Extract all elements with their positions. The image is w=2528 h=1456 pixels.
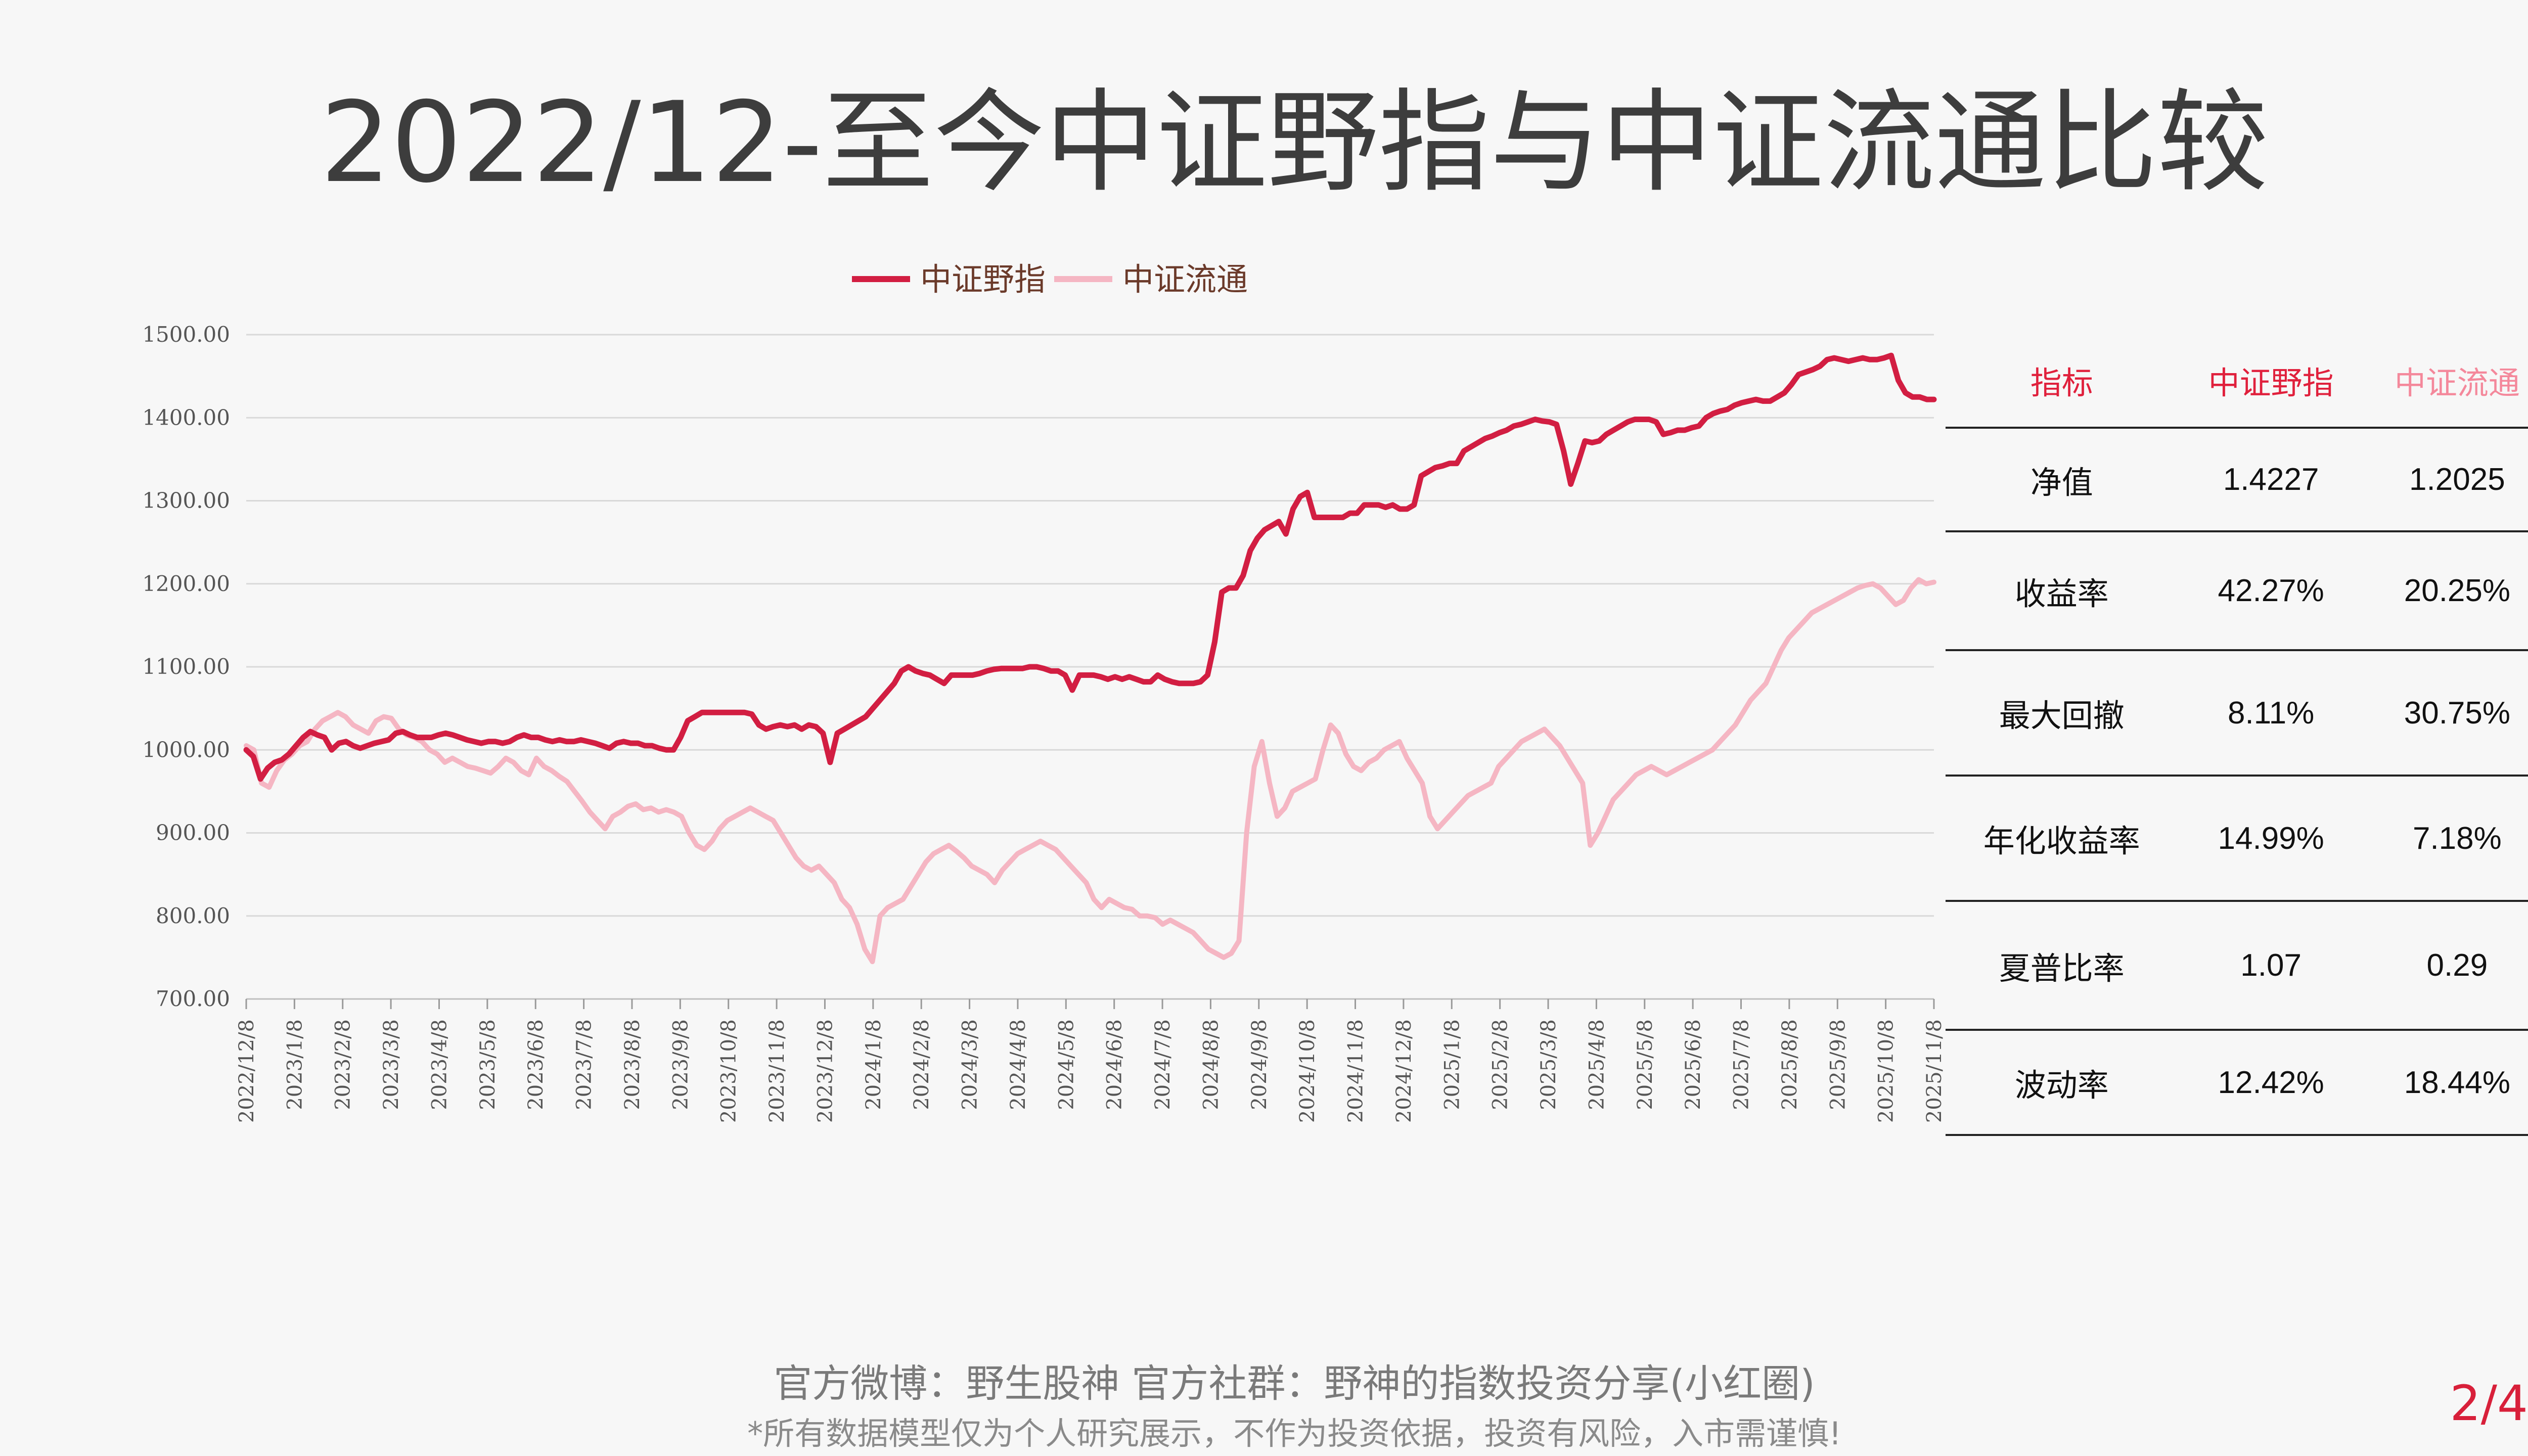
stats-table: 指标 中证野指 中证流通 净值 1.4227 1.2025 收益率 42.27% 20.2… <box>1946 334 2528 1136</box>
table-row: 净值 1.4227 1.2025 <box>1946 428 2528 532</box>
table-cell-value: 18.44% <box>2364 1030 2528 1136</box>
x-tick-label: 2023/5/8 <box>476 1019 500 1110</box>
table-cell-value: 30.75% <box>2364 650 2528 777</box>
line-chart: 1500.00 1400.00 1300.00 1200.00 1100.00 1000.… <box>142 261 1946 1123</box>
table-metric-label: 收益率 <box>1946 531 2178 651</box>
x-tick-label: 2023/6/8 <box>524 1019 548 1110</box>
y-tick-label: 800.00 <box>156 903 230 928</box>
series-line-2 <box>244 577 1936 965</box>
x-tick-label: 2024/10/8 <box>1296 1019 1319 1123</box>
x-tick-label: 2023/3/8 <box>380 1019 403 1110</box>
x-tick-label: 2025/7/8 <box>1730 1019 1753 1110</box>
x-tick-label: 2024/2/8 <box>910 1019 933 1110</box>
x-tick-label: 2023/8/8 <box>621 1019 644 1110</box>
x-tick-label: 2024/9/8 <box>1248 1019 1271 1110</box>
x-tick-label: 2024/7/8 <box>1151 1019 1175 1110</box>
x-tick-label: 2024/3/8 <box>959 1019 982 1110</box>
x-tick-label: 2024/5/8 <box>1055 1019 1078 1110</box>
series-layer <box>243 352 1937 965</box>
x-tick-label: 2025/10/8 <box>1875 1019 1898 1123</box>
x-tick-label: 2025/2/8 <box>1489 1019 1512 1110</box>
table-header-metric: 指标 <box>1946 334 2178 429</box>
legend: 中证野指 中证流通 <box>852 261 1248 298</box>
table-cell-value: 42.27% <box>2178 531 2364 651</box>
x-tick-label: 2025/6/8 <box>1682 1019 1705 1110</box>
table-row: 最大回撤 8.11% 30.75% <box>1946 650 2528 777</box>
table-cell-value: 12.42% <box>2178 1030 2364 1136</box>
table-header-row: 指标 中证野指 中证流通 <box>1946 334 2528 429</box>
x-tick-label: 2025/8/8 <box>1778 1019 1801 1110</box>
x-tick-label: 2025/5/8 <box>1634 1019 1657 1110</box>
legend-label-1: 中证野指 <box>920 261 1046 298</box>
table-row: 波动率 12.42% 18.44% <box>1946 1030 2528 1136</box>
y-tick-label: 900.00 <box>156 821 230 845</box>
page-title: 2022/12-至今中证野指与中证流通比较 <box>320 78 2269 207</box>
x-tick-label: 2025/4/8 <box>1585 1019 1608 1110</box>
y-tick-label: 1100.00 <box>142 654 230 679</box>
table-row: 收益率 42.27% 20.25% <box>1946 531 2528 651</box>
table-cell-value: 14.99% <box>2178 776 2364 902</box>
legend-label-2: 中证流通 <box>1122 261 1248 298</box>
table-metric-label: 净值 <box>1946 428 2178 532</box>
y-tick-label: 700.00 <box>156 986 230 1011</box>
x-tick-label: 2024/1/8 <box>862 1019 885 1110</box>
table-header-series1: 中证野指 <box>2178 334 2364 429</box>
y-tick-label: 1400.00 <box>142 405 230 430</box>
x-tick-label: 2023/12/8 <box>814 1019 837 1123</box>
x-tick-label: 2025/11/8 <box>1923 1019 1946 1123</box>
table-row: 年化收益率 14.99% 7.18% <box>1946 776 2528 902</box>
table-row: 夏普比率 1.07 0.29 <box>1946 901 2528 1031</box>
table-cell-value: 7.18% <box>2364 776 2528 902</box>
x-tick-label: 2024/12/8 <box>1392 1019 1416 1123</box>
x-tick-label: 2024/4/8 <box>1007 1019 1030 1110</box>
axis-layer: 1500.00 1400.00 1300.00 1200.00 1100.00 1000.… <box>142 322 1946 1123</box>
y-tick-label: 1500.00 <box>142 322 230 347</box>
x-tick-label: 2023/2/8 <box>332 1019 355 1110</box>
table-cell-value: 1.2025 <box>2364 428 2528 532</box>
table-metric-label: 年化收益率 <box>1946 776 2178 902</box>
y-tick-label: 1200.00 <box>142 571 230 596</box>
x-tick-label: 2025/9/8 <box>1826 1019 1849 1110</box>
footer-social: 官方微博：野生股神 官方社群：野神的指数投资分享(小红圈) <box>774 1361 1815 1406</box>
x-tick-label: 2025/3/8 <box>1537 1019 1560 1110</box>
x-tick-label: 2023/9/8 <box>669 1019 692 1110</box>
table-cell-value: 0.29 <box>2364 901 2528 1031</box>
y-tick-label: 1000.00 <box>142 737 230 762</box>
x-tick-label: 2024/6/8 <box>1103 1019 1126 1110</box>
x-tick-label: 2024/11/8 <box>1344 1019 1368 1123</box>
page-number: 2/4 <box>2450 1375 2528 1432</box>
x-tick-label: 2022/12/8 <box>235 1019 258 1123</box>
table-cell-value: 1.07 <box>2178 901 2364 1031</box>
table-metric-label: 最大回撤 <box>1946 650 2178 777</box>
table-header-series2: 中证流通 <box>2364 334 2528 429</box>
x-tick-label: 2024/8/8 <box>1199 1019 1223 1110</box>
x-tick-label: 2023/10/8 <box>717 1019 741 1123</box>
table-cell-value: 1.4227 <box>2178 428 2364 532</box>
table-metric-label: 夏普比率 <box>1946 901 2178 1031</box>
x-tick-label: 2025/1/8 <box>1440 1019 1464 1110</box>
table-metric-label: 波动率 <box>1946 1030 2178 1136</box>
table-cell-value: 8.11% <box>2178 650 2364 777</box>
x-tick-label: 2023/1/8 <box>283 1019 306 1110</box>
x-tick-label: 2023/11/8 <box>765 1019 789 1123</box>
grid-layer <box>246 334 1934 1000</box>
footer-disclaimer: *所有数据模型仅为个人研究展示，不作为投资依据，投资有风险，入市需谨慎! <box>747 1415 1841 1452</box>
table-cell-value: 20.25% <box>2364 531 2528 651</box>
y-tick-label: 1300.00 <box>142 488 230 513</box>
x-tick-label: 2023/7/8 <box>573 1019 596 1110</box>
series-line-1 <box>243 352 1937 782</box>
x-tick-label: 2023/4/8 <box>428 1019 451 1110</box>
